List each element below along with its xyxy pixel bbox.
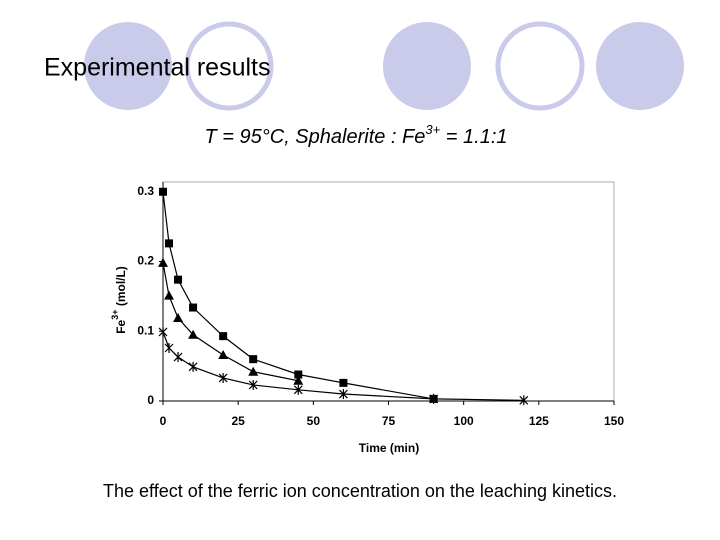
marker	[188, 361, 198, 372]
caption: The effect of the ferric ion concentrati…	[103, 481, 617, 501]
marker	[165, 239, 174, 248]
marker	[173, 313, 184, 323]
marker	[293, 384, 303, 395]
x-tick-label: 0	[160, 414, 167, 428]
circle	[495, 21, 585, 111]
x-tick-label: 75	[382, 414, 396, 428]
marker	[164, 342, 174, 353]
y-tick-label: 0.2	[137, 254, 154, 268]
marker	[159, 187, 167, 196]
plot-frame	[162, 181, 615, 402]
subtitle-suffix: = 1.1:1	[440, 126, 507, 148]
marker	[218, 372, 228, 383]
marker	[158, 257, 168, 267]
marker	[339, 378, 348, 387]
series-line	[162, 262, 299, 382]
marker	[189, 303, 198, 312]
subtitle-sup: 3+	[425, 122, 440, 137]
marker	[158, 326, 168, 337]
y-tick-label: 0.3	[137, 184, 154, 198]
circle	[383, 22, 471, 110]
subtitle: T = 95°C, Sphalerite : Fe3+ = 1.1:1	[205, 122, 508, 148]
subtitle-text: T = 95°C, Sphalerite : Fe	[205, 126, 426, 148]
marker	[218, 349, 229, 359]
marker	[294, 370, 303, 379]
marker	[338, 389, 348, 400]
x-tick-label: 100	[454, 414, 474, 428]
y-tick-label: 0	[147, 393, 154, 407]
marker	[173, 352, 183, 363]
marker	[248, 379, 258, 390]
y-label-text: Fe	[114, 319, 128, 333]
marker	[174, 275, 183, 284]
decoration	[84, 21, 684, 111]
circle	[184, 21, 274, 111]
marker	[164, 290, 175, 300]
x-axis-label: Time (min)	[359, 441, 419, 455]
y-axis-label: Fe3+ (mol/L)	[110, 266, 128, 334]
x-tick-label: 150	[604, 414, 624, 428]
x-tick-label: 125	[529, 414, 549, 428]
marker	[293, 375, 304, 385]
y-tick-label: 0.1	[137, 323, 154, 337]
marker	[519, 395, 529, 406]
marker	[188, 329, 199, 339]
marker	[249, 355, 258, 364]
marker	[429, 393, 439, 404]
series-line	[162, 191, 434, 400]
x-tick-label: 25	[231, 414, 245, 428]
series-line	[162, 331, 524, 401]
marker	[248, 366, 259, 376]
y-label-suffix: (mol/L)	[114, 266, 128, 309]
y-label-sup: 3+	[110, 310, 120, 320]
x-tick-label: 50	[307, 414, 321, 428]
marker	[219, 332, 228, 341]
circle	[84, 22, 172, 110]
slide-title: Experimental results	[44, 54, 270, 82]
circle	[596, 22, 684, 110]
